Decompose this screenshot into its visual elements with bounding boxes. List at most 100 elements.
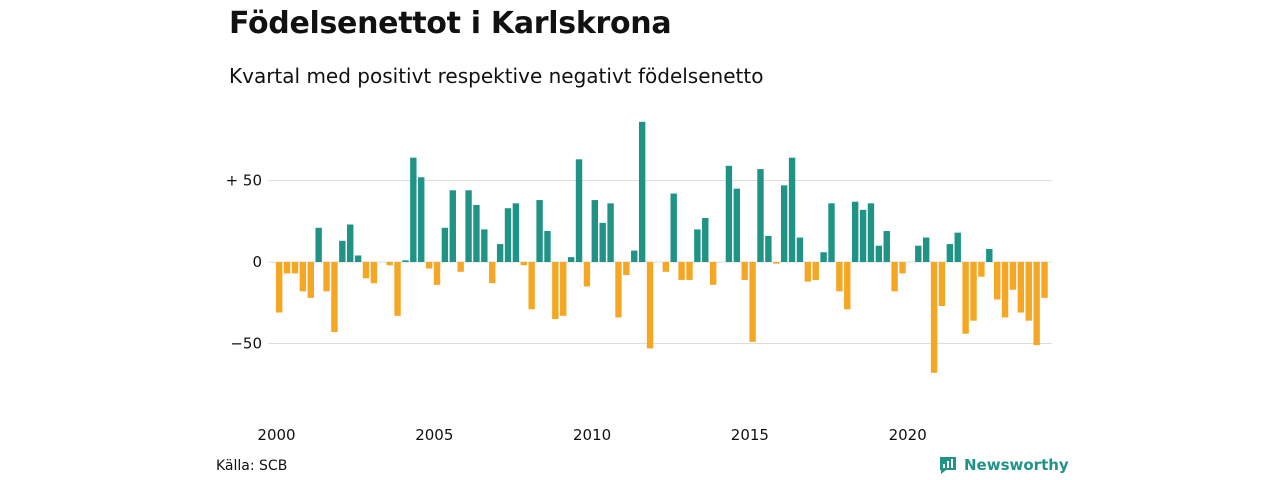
bar	[386, 262, 393, 266]
bar	[362, 262, 370, 279]
x-tick-label: 2000	[257, 426, 295, 444]
bar	[615, 262, 622, 318]
bar	[520, 262, 527, 266]
bar	[418, 177, 425, 262]
bar	[410, 157, 417, 262]
bar	[883, 231, 890, 262]
bar	[307, 262, 314, 298]
bar	[749, 262, 756, 342]
bar	[512, 203, 520, 262]
bar	[1041, 262, 1048, 298]
bar	[678, 262, 685, 280]
bar	[946, 244, 954, 262]
bar	[339, 240, 346, 262]
bar	[646, 262, 654, 349]
bar	[481, 229, 488, 262]
chart-title: Födelsenettot i Karlskrona	[229, 6, 672, 41]
bar	[631, 250, 638, 262]
bar	[1009, 262, 1017, 290]
bar	[836, 262, 843, 292]
bar	[1033, 262, 1040, 346]
bar	[733, 188, 741, 262]
bar	[978, 262, 985, 277]
bar	[536, 200, 543, 262]
bar	[1017, 262, 1025, 313]
bar	[773, 262, 780, 264]
bar	[915, 245, 922, 262]
bar	[938, 262, 946, 307]
y-tick-label: 0	[252, 253, 262, 271]
bar	[1001, 262, 1009, 318]
brand-logo: Newsworthy	[938, 455, 1069, 475]
bar	[867, 203, 875, 262]
bar	[552, 262, 559, 320]
bar	[544, 231, 551, 262]
bar	[954, 232, 961, 262]
bar	[812, 262, 819, 280]
bar	[560, 262, 567, 316]
bar	[623, 262, 630, 276]
bar	[473, 204, 480, 262]
y-tick-labels: + 50 0 −50	[226, 172, 262, 353]
bar	[347, 224, 354, 262]
bar	[780, 185, 788, 262]
bar	[567, 257, 575, 262]
bar	[591, 200, 598, 262]
x-tick-label: 2015	[731, 426, 769, 444]
bar	[370, 262, 378, 284]
chart-subtitle: Kvartal med positivt respektive negativt…	[229, 64, 764, 88]
bar	[828, 203, 835, 262]
bar	[804, 262, 812, 282]
bar	[765, 235, 772, 262]
bar	[1025, 262, 1032, 321]
x-tick-label: 2010	[573, 426, 611, 444]
bar	[607, 203, 614, 262]
bar	[820, 252, 827, 262]
bar	[899, 262, 906, 274]
bar	[844, 262, 851, 310]
bar	[283, 262, 291, 274]
y-tick-label: −50	[230, 335, 262, 353]
bar	[299, 262, 307, 292]
bar	[694, 229, 701, 262]
bar	[457, 262, 464, 272]
bar	[796, 237, 804, 262]
bar	[441, 227, 449, 262]
bar	[449, 190, 456, 262]
bar	[922, 237, 930, 262]
bar	[875, 245, 883, 262]
newsworthy-logo-icon	[940, 457, 956, 474]
bar	[891, 262, 898, 292]
bar	[323, 262, 330, 292]
bar	[638, 121, 646, 262]
bar	[276, 262, 283, 313]
bar	[331, 262, 338, 333]
bar	[670, 193, 677, 262]
bar	[583, 262, 591, 287]
bar	[702, 217, 709, 262]
bar	[962, 262, 969, 334]
bar	[930, 262, 938, 373]
bar	[425, 262, 433, 269]
bar	[489, 262, 496, 284]
bar	[402, 260, 409, 262]
x-tick-label: 2020	[889, 426, 927, 444]
bar	[496, 244, 504, 262]
bar	[575, 159, 583, 262]
bar	[725, 165, 733, 262]
brand-name: Newsworthy	[964, 456, 1069, 474]
bar	[291, 262, 299, 274]
source-note: Källa: SCB	[216, 458, 288, 474]
x-tick-labels: 2000 2005 2010 2015 2020	[257, 426, 926, 444]
bar	[394, 262, 401, 316]
bar	[433, 262, 441, 285]
bar	[315, 227, 322, 262]
bar	[757, 169, 764, 262]
bar	[354, 255, 362, 262]
x-tick-label: 2005	[415, 426, 453, 444]
bars	[276, 121, 1048, 373]
bar	[970, 262, 977, 321]
bar	[859, 209, 867, 262]
bar	[993, 262, 1001, 300]
